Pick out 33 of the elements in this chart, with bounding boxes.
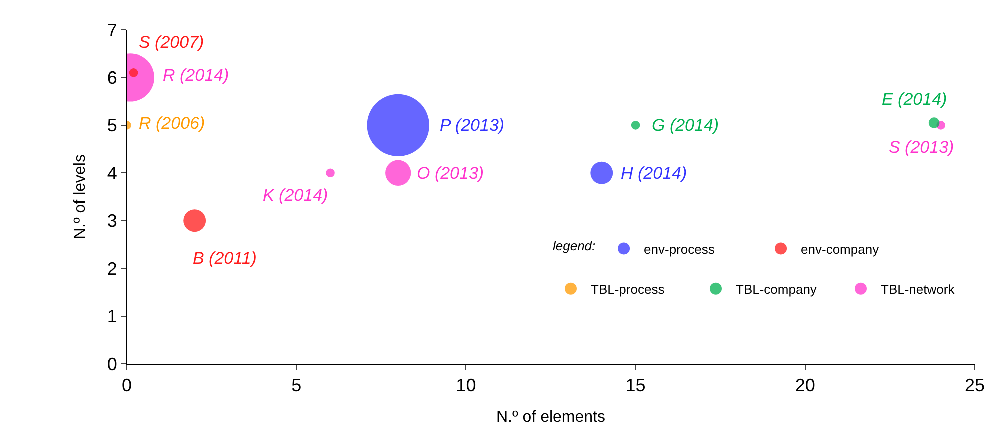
y-tick-label: 2: [107, 258, 118, 279]
legend-label: TBL-network: [881, 282, 956, 297]
annotation: K (2014): [263, 186, 328, 205]
annotation: S (2007): [139, 33, 204, 52]
legend-label: TBL-company: [736, 282, 818, 297]
x-axis-title: N.º of elements: [496, 409, 606, 426]
legend-label: env-company: [801, 242, 880, 257]
annotation: R (2006): [139, 114, 206, 133]
legend-title: legend:: [553, 238, 596, 254]
y-tick-label: 0: [107, 354, 118, 374]
annotation: H (2014): [621, 164, 688, 183]
y-axis-title: N.º of levels: [72, 154, 89, 240]
x-tick-label: 5: [292, 376, 302, 396]
y-tick-label: 1: [107, 306, 118, 327]
x-tick-label: 10: [456, 376, 476, 396]
x-tick-label: 25: [964, 376, 986, 396]
y-tick-label: 6: [107, 68, 118, 88]
annotation: O (2013): [417, 164, 484, 183]
annotation: P (2013): [440, 116, 505, 135]
annotation: R (2014): [163, 66, 230, 85]
y-tick-label: 3: [107, 211, 118, 232]
y-tick-label: 4: [107, 163, 118, 184]
y-tick-label: 5: [107, 116, 118, 136]
x-tick-label: 20: [795, 376, 816, 396]
annotation: G (2014): [652, 116, 720, 135]
annotation: B (2011): [193, 249, 257, 268]
y-tick-label: 7: [107, 20, 118, 40]
legend-label: TBL-process: [591, 282, 666, 297]
annotation: S (2013): [889, 138, 954, 157]
annotation: E (2014): [882, 90, 948, 109]
x-tick-label: 15: [626, 376, 646, 396]
x-tick-label: 0: [122, 376, 132, 396]
legend-label: env-process: [644, 242, 716, 257]
